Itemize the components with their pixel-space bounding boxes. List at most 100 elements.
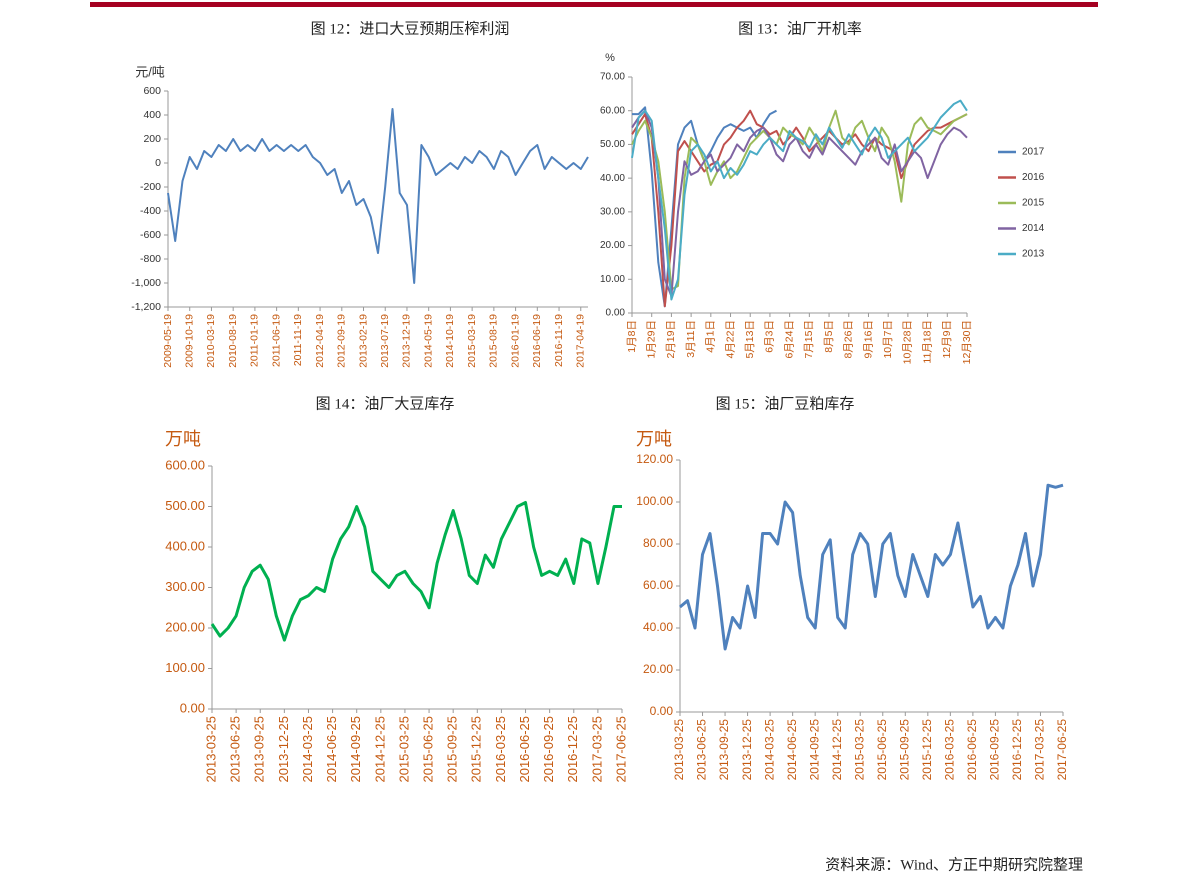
x-tick-label: 2016-12-25	[565, 716, 580, 783]
x-tick-label: 2016-01-19	[509, 314, 521, 368]
y-axis-label: 元/吨	[135, 64, 165, 79]
x-tick-label: 2015-09-25	[445, 716, 460, 783]
chart-title: 图 13：油厂开机率	[738, 20, 862, 37]
x-tick-label: 8月5日	[823, 320, 835, 353]
y-axis-label: 万吨	[636, 429, 672, 449]
y-tick-label: 0	[155, 157, 161, 169]
x-tick-label: 2014-10-19	[444, 314, 456, 368]
x-tick-label: 6月3日	[764, 320, 776, 353]
y-tick-label: 0.00	[650, 704, 674, 718]
y-tick-label: 0.00	[180, 700, 205, 715]
x-tick-label: 2015-09-25	[897, 719, 911, 781]
y-tick-label: 10.00	[600, 274, 625, 285]
y-tick-label: 20.00	[643, 662, 673, 676]
y-tick-label: 40.00	[600, 173, 625, 184]
x-tick-label: 2010-03-19	[205, 314, 217, 368]
x-tick-label: 2013-07-19	[379, 314, 391, 368]
chart-title: 图 12：进口大豆预期压榨利润	[311, 19, 510, 37]
source-note: 资料来源：Wind、方正中期研究院整理	[825, 855, 1083, 873]
y-tick-label: -200	[140, 181, 161, 193]
x-tick-label: 7月15日	[803, 320, 815, 359]
y-tick-label: 20.00	[600, 240, 625, 251]
x-tick-label: 2013-12-19	[401, 314, 413, 368]
x-tick-label: 2011-06-19	[270, 314, 282, 367]
x-tick-label: 2017-06-25	[1055, 719, 1069, 781]
x-tick-label: 2016-06-19	[531, 314, 543, 368]
x-tick-label: 2015-03-25	[396, 716, 411, 783]
y-tick-label: 50.00	[600, 139, 625, 150]
y-tick-label: 300.00	[165, 579, 205, 594]
x-tick-label: 2014-05-19	[422, 314, 434, 368]
y-axis-label: 万吨	[165, 429, 201, 449]
x-tick-label: 2017-03-25	[1033, 719, 1047, 781]
legend-label: 2013	[1022, 249, 1045, 260]
y-tick-label: 80.00	[643, 536, 673, 550]
y-tick-label: -1,200	[131, 301, 161, 313]
x-tick-label: 2月19日	[665, 320, 677, 359]
x-tick-label: 2014-12-25	[372, 716, 387, 783]
y-tick-label: 400.00	[165, 538, 205, 553]
x-tick-label: 2015-06-25	[875, 719, 889, 781]
x-tick-label: 12月30日	[961, 320, 973, 364]
x-tick-label: 2015-12-25	[920, 719, 934, 781]
x-tick-label: 4月1日	[705, 320, 717, 353]
data-line	[679, 483, 1064, 651]
y-tick-label: 0.00	[606, 308, 626, 319]
x-tick-label: 2013-12-25	[740, 719, 754, 781]
x-tick-label: 2014-12-25	[830, 719, 844, 781]
x-tick-label: 2013-03-25	[203, 716, 218, 783]
x-tick-label: 2013-02-19	[357, 314, 369, 368]
y-tick-label: 70.00	[600, 72, 625, 83]
x-tick-label: 2014-03-25	[300, 716, 315, 783]
x-tick-label: 2017-03-25	[589, 716, 604, 783]
x-tick-label: 2009-10-19	[184, 314, 196, 368]
x-tick-label: 2010-08-19	[227, 314, 239, 368]
x-tick-label: 2015-03-19	[466, 314, 478, 368]
x-tick-label: 2011-01-19	[249, 314, 261, 367]
x-tick-label: 4月22日	[724, 320, 736, 359]
y-tick-label: -800	[140, 253, 161, 265]
x-tick-label: 10月28日	[902, 320, 914, 364]
x-tick-label: 1月8日	[626, 320, 638, 353]
x-tick-label: 2016-06-25	[517, 716, 532, 783]
x-tick-label: 2016-06-25	[965, 719, 979, 781]
y-tick-label: -1,000	[131, 277, 161, 289]
x-tick-label: 2014-09-25	[807, 719, 821, 781]
x-tick-label: 2015-08-19	[488, 314, 500, 368]
legend-label: 2014	[1022, 223, 1045, 234]
x-tick-label: 11月18日	[921, 320, 933, 364]
data-line	[210, 501, 622, 642]
chart-title: 图 14：油厂大豆库存	[316, 395, 455, 412]
x-tick-label: 2012-04-19	[314, 314, 326, 368]
x-tick-label: 2014-06-25	[324, 716, 339, 783]
x-tick-label: 2011-11-19	[292, 314, 304, 366]
x-tick-label: 8月26日	[843, 320, 855, 359]
y-tick-label: 30.00	[600, 206, 625, 217]
x-tick-label: 2016-12-25	[1010, 719, 1024, 781]
y-tick-label: 60.00	[643, 578, 673, 592]
y-tick-label: 200.00	[165, 619, 205, 634]
x-tick-label: 2016-09-25	[541, 716, 556, 783]
x-tick-label: 3月11日	[685, 320, 697, 358]
y-tick-label: 40.00	[643, 620, 673, 634]
y-tick-label: -400	[140, 205, 161, 217]
x-tick-label: 12月9日	[941, 320, 953, 359]
x-tick-label: 2014-06-25	[785, 719, 799, 781]
x-tick-label: 2015-06-25	[420, 716, 435, 783]
y-tick-label: 100.00	[636, 494, 673, 508]
x-tick-label: 2016-09-25	[988, 719, 1002, 781]
x-tick-label: 1月29日	[645, 320, 657, 359]
y-tick-label: 500.00	[165, 498, 205, 513]
top-rule	[90, 2, 1098, 7]
data-line	[167, 108, 589, 284]
x-tick-label: 2013-03-25	[672, 719, 686, 781]
x-tick-label: 2016-03-25	[493, 716, 508, 783]
y-axis-label: %	[605, 52, 615, 64]
x-tick-label: 2009-05-19	[162, 314, 174, 368]
x-tick-label: 5月13日	[744, 320, 756, 359]
x-tick-label: 2013-06-25	[228, 716, 243, 783]
data-line	[631, 99, 968, 301]
chart-title: 图 15：油厂豆粕库存	[716, 395, 855, 412]
legend-label: 2016	[1022, 172, 1045, 183]
